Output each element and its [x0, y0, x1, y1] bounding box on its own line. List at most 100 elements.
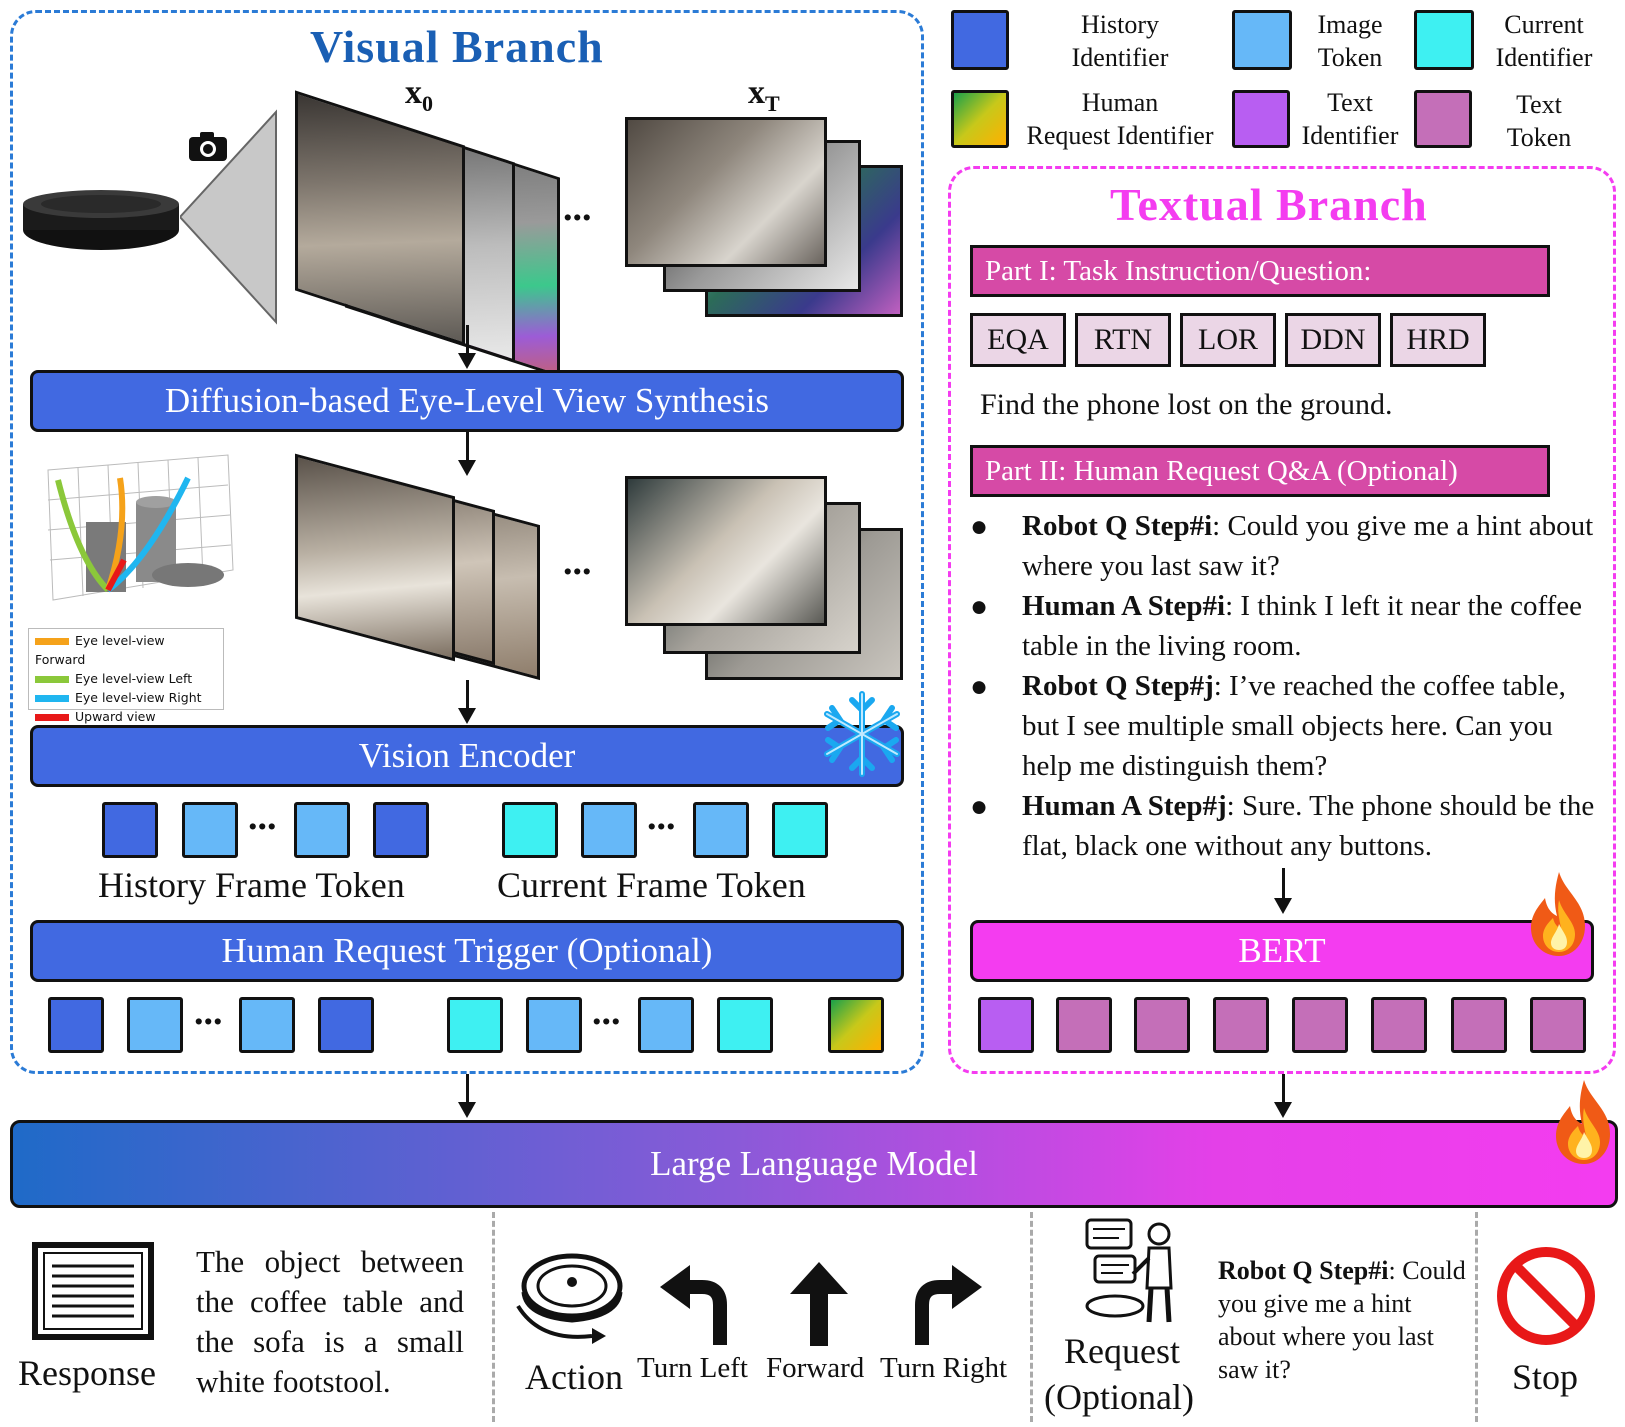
document-icon	[32, 1242, 154, 1340]
forward-label: Forward	[766, 1352, 865, 1384]
arrow-to-eyelevel-frames	[458, 432, 476, 476]
frame-rgb-t	[625, 117, 827, 267]
snowflake-icon	[822, 690, 902, 778]
text-token	[1292, 997, 1348, 1053]
image-token	[581, 802, 637, 858]
robot-rotate-icon	[510, 1246, 628, 1346]
task-chip-eqa: EQA	[970, 313, 1066, 367]
legend-history-identifier-label: History Identifier	[1071, 10, 1169, 72]
arrow-to-bert	[1274, 868, 1292, 914]
eyelevel-frame-forward-t	[625, 476, 827, 626]
turn-left-arrow-icon	[658, 1265, 734, 1345]
ellipsis-tokens-3: ...	[194, 991, 223, 1033]
textual-branch-title: Textual Branch	[1110, 179, 1428, 230]
ellipsis-tokens-2: ...	[647, 796, 676, 838]
text-token	[1451, 997, 1507, 1053]
arrow-to-vision-encoder	[458, 680, 476, 724]
arrow-to-diffusion	[458, 325, 476, 369]
current-identifier-token	[772, 802, 828, 858]
bert-block: BERT	[970, 920, 1594, 982]
task-chip-rtn: RTN	[1075, 313, 1171, 367]
divider-1	[492, 1212, 495, 1422]
image-token	[239, 997, 295, 1053]
current-identifier-token	[502, 802, 558, 858]
history-frame-token-label: History Frame Token	[98, 865, 405, 905]
history-identifier-token	[373, 802, 429, 858]
history-identifier-token	[48, 997, 104, 1053]
textual-branch-panel	[948, 166, 1616, 1074]
text-token	[1056, 997, 1112, 1053]
trajectory-3d-plot	[28, 450, 238, 615]
visual-branch-panel	[10, 10, 924, 1074]
qa-bullet-2: ●	[970, 590, 989, 623]
legend-current-identifier-label: Current Identifier	[1495, 10, 1593, 72]
image-token	[526, 997, 582, 1053]
divider-3	[1475, 1212, 1478, 1422]
task-instruction-text: Find the phone lost on the ground.	[980, 388, 1393, 421]
turn-right-label: Turn Right	[880, 1352, 1008, 1384]
part1-header: Part I: Task Instruction/Question:	[970, 245, 1550, 297]
legend-history-identifier-swatch	[951, 10, 1009, 70]
request-label: Request	[1064, 1331, 1180, 1371]
diffusion-view-synthesis-block: Diffusion-based Eye-Level View Synthesis	[30, 370, 904, 432]
legend-image-token-label: Image Token	[1317, 10, 1383, 72]
request-text: Robot Q Step#i: Could you give me a hint…	[1218, 1256, 1466, 1384]
arrow-visual-to-llm	[458, 1074, 476, 1118]
text-token	[1134, 997, 1190, 1053]
task-chip-hrd: HRD	[1390, 313, 1486, 367]
camera-view-cone	[178, 108, 280, 326]
ellipsis-top: ...	[563, 187, 592, 229]
legend-text-token-label: Text Token	[1506, 90, 1572, 152]
image-token	[182, 802, 238, 858]
robot-vacuum-icon	[20, 190, 182, 252]
legend-left: Eye level-view Left	[35, 669, 217, 688]
current-identifier-token	[447, 997, 503, 1053]
visual-branch-title: Visual Branch	[310, 21, 604, 72]
qa-bullet-4: ●	[970, 790, 989, 823]
text-token	[1213, 997, 1269, 1053]
qa-item-robot-j: Robot Q Step#j: I’ve reached the coffee …	[1022, 670, 1566, 782]
image-token	[693, 802, 749, 858]
action-label: Action	[525, 1357, 623, 1397]
task-chip-ddn: DDN	[1285, 313, 1381, 367]
qa-bullet-1: ●	[970, 510, 989, 543]
human-request-identifier-token	[828, 997, 884, 1053]
ellipsis-middle: ...	[563, 541, 592, 583]
legend-human-request-identifier-label: Human Request Identifier	[1026, 88, 1214, 150]
request-optional-label: (Optional)	[1044, 1377, 1194, 1417]
large-language-model-block: Large Language Model	[10, 1120, 1618, 1208]
legend-right: Eye level-view Right	[35, 688, 217, 707]
ellipsis-tokens-1: ...	[248, 796, 277, 838]
human-robot-dialogue-icon	[1085, 1218, 1185, 1326]
flame-icon-llm	[1550, 1078, 1618, 1166]
legend-forward: Eye level-view Forward	[35, 633, 165, 667]
forward-arrow-icon	[790, 1262, 848, 1346]
stop-icon	[1496, 1246, 1596, 1346]
vision-encoder-block: Vision Encoder	[30, 725, 904, 787]
text-identifier-token	[978, 997, 1034, 1053]
flame-icon-bert	[1525, 870, 1593, 958]
xt-label: xT	[748, 74, 780, 116]
legend-current-identifier-swatch	[1414, 10, 1474, 70]
legend-upward: Upward view	[35, 707, 217, 726]
qa-bullet-3: ●	[970, 670, 989, 703]
task-chip-lor: LOR	[1180, 313, 1276, 367]
image-token	[127, 997, 183, 1053]
legend-text-identifier-swatch	[1232, 90, 1290, 148]
qa-item-human-i: Human A Step#i: I think I left it near t…	[1022, 590, 1583, 662]
turn-right-arrow-icon	[908, 1265, 984, 1345]
text-token	[1530, 997, 1586, 1053]
camera-icon	[188, 130, 228, 162]
part2-header: Part II: Human Request Q&A (Optional)	[970, 445, 1550, 497]
legend-text-token-swatch	[1414, 90, 1472, 148]
history-identifier-token	[318, 997, 374, 1053]
arrow-textual-to-llm	[1274, 1074, 1292, 1118]
human-request-trigger-block: Human Request Trigger (Optional)	[30, 920, 904, 982]
turn-left-label: Turn Left	[637, 1352, 748, 1384]
divider-2	[1030, 1212, 1033, 1422]
response-label: Response	[18, 1353, 156, 1393]
legend-text-identifier-label: Text Identifier	[1301, 88, 1399, 150]
image-token	[638, 997, 694, 1053]
stop-label: Stop	[1512, 1357, 1579, 1397]
text-token	[1371, 997, 1427, 1053]
